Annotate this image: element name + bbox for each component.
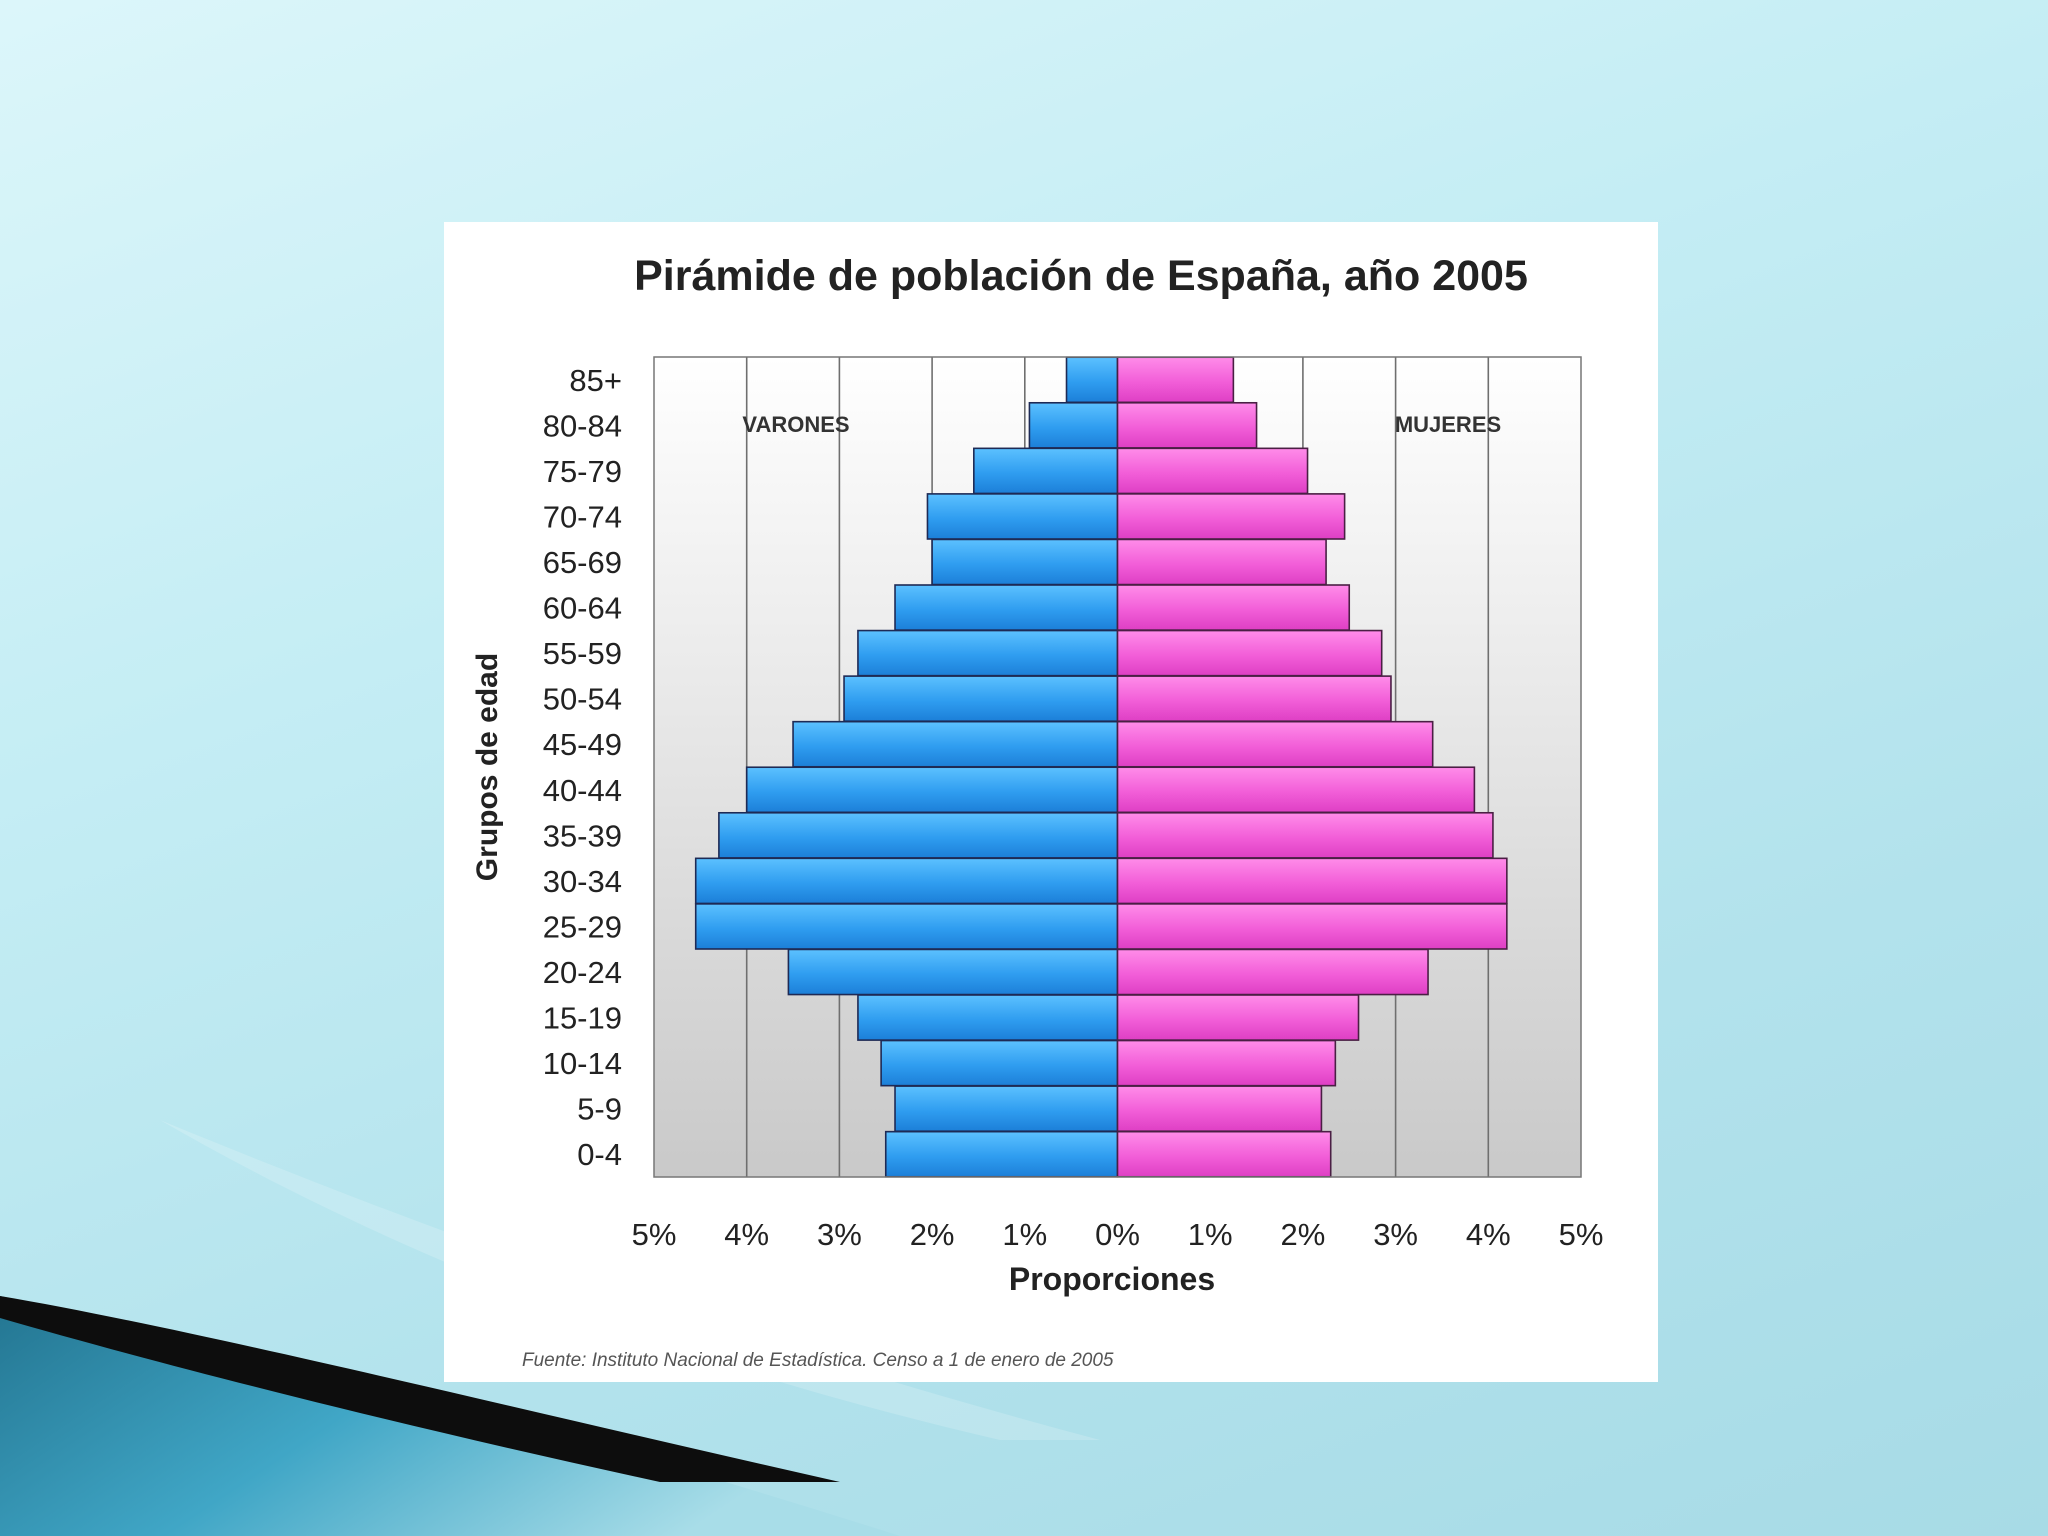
bar-mujeres-30-34 xyxy=(1116,857,1508,905)
y-tick-label: 15-19 xyxy=(543,1001,622,1036)
bar-varones-65-69 xyxy=(931,538,1119,586)
x-tick-label: 1% xyxy=(1002,1217,1047,1252)
y-tick-label: 50-54 xyxy=(543,682,622,717)
x-tick-label: 2% xyxy=(910,1217,955,1252)
chart-card: Pirámide de población de España, año 200… xyxy=(444,222,1658,1382)
bar-mujeres-75-79 xyxy=(1116,447,1309,495)
bar-mujeres-55-59 xyxy=(1116,629,1383,677)
y-tick-label: 75-79 xyxy=(543,454,622,489)
y-tick-label: 80-84 xyxy=(543,408,622,443)
bar-mujeres-10-14 xyxy=(1116,1039,1337,1087)
bar-mujeres-80-84 xyxy=(1116,401,1258,449)
bar-mujeres-20-24 xyxy=(1116,948,1429,996)
y-tick-label: 45-49 xyxy=(543,727,622,762)
bar-varones-50-54 xyxy=(843,675,1119,723)
bar-varones-30-34 xyxy=(694,857,1119,905)
bar-mujeres-70-74 xyxy=(1116,493,1346,540)
y-tick-label: 10-14 xyxy=(543,1046,622,1081)
bar-mujeres-50-54 xyxy=(1116,675,1392,723)
bar-varones-45-49 xyxy=(792,720,1119,768)
population-pyramid-chart: 0-4 5-9 10-14 15-19 20-24 25-29 30-34 35-39 40-4… xyxy=(471,356,1604,1297)
bar-mujeres-5-9 xyxy=(1116,1085,1323,1133)
y-tick-label: 70-74 xyxy=(543,499,622,534)
y-tick-label: 25-29 xyxy=(543,909,622,944)
y-tick-label: 5-9 xyxy=(577,1092,622,1127)
bar-varones-70-74 xyxy=(926,493,1119,540)
bar-mujeres-60-64 xyxy=(1116,584,1351,631)
y-axis-title: Grupos de edad xyxy=(471,653,504,881)
chart-title: Pirámide de población de España, año 200… xyxy=(634,252,1528,300)
bar-varones-20-24 xyxy=(787,948,1119,996)
y-tick-label: 0-4 xyxy=(577,1137,622,1172)
bar-varones-55-59 xyxy=(857,629,1119,677)
bar-varones-40-44 xyxy=(745,766,1119,814)
bar-varones-35-39 xyxy=(718,811,1119,859)
x-tick-label: 4% xyxy=(1466,1217,1511,1252)
x-tick-label: 0% xyxy=(1095,1217,1140,1252)
chart-source: Fuente: Instituto Nacional de Estadístic… xyxy=(522,1350,1114,1371)
bar-mujeres-0-4 xyxy=(1116,1130,1332,1178)
plot-border xyxy=(653,356,1582,1178)
bar-mujeres-25-29 xyxy=(1116,903,1508,950)
x-tick-label: 3% xyxy=(817,1217,862,1252)
y-tick-label: 65-69 xyxy=(543,545,622,580)
bar-varones-80-84 xyxy=(1028,401,1119,449)
series-label-right: MUJERES xyxy=(1395,412,1501,437)
y-tick-label: 40-44 xyxy=(543,773,622,808)
bar-varones-85+ xyxy=(1065,356,1119,404)
y-tick-label: 60-64 xyxy=(543,591,622,626)
series-label-left: VARONES xyxy=(742,412,849,437)
bar-varones-0-4 xyxy=(884,1130,1119,1178)
y-tick-label: 35-39 xyxy=(543,818,622,853)
x-tick-label: 5% xyxy=(1559,1217,1604,1252)
bar-mujeres-65-69 xyxy=(1116,538,1327,586)
bar-mujeres-40-44 xyxy=(1116,766,1476,814)
bar-mujeres-35-39 xyxy=(1116,811,1494,859)
x-tick-label: 5% xyxy=(632,1217,677,1252)
bar-mujeres-45-49 xyxy=(1116,720,1434,768)
bar-varones-25-29 xyxy=(694,903,1119,950)
y-tick-label: 85+ xyxy=(569,363,622,398)
bar-varones-5-9 xyxy=(894,1085,1119,1133)
bar-varones-10-14 xyxy=(880,1039,1119,1087)
bar-mujeres-85+ xyxy=(1116,356,1235,404)
bar-varones-60-64 xyxy=(894,584,1119,631)
x-tick-label: 4% xyxy=(724,1217,769,1252)
x-tick-label: 1% xyxy=(1188,1217,1233,1252)
bar-varones-75-79 xyxy=(973,447,1119,495)
bar-varones-15-19 xyxy=(857,994,1119,1041)
x-tick-label: 3% xyxy=(1373,1217,1418,1252)
bar-mujeres-15-19 xyxy=(1116,994,1360,1041)
y-tick-label: 55-59 xyxy=(543,636,622,671)
x-tick-label: 2% xyxy=(1280,1217,1325,1252)
x-axis-title: Proporciones xyxy=(1009,1261,1215,1297)
y-tick-label: 30-34 xyxy=(543,864,622,899)
y-tick-label: 20-24 xyxy=(543,955,622,990)
